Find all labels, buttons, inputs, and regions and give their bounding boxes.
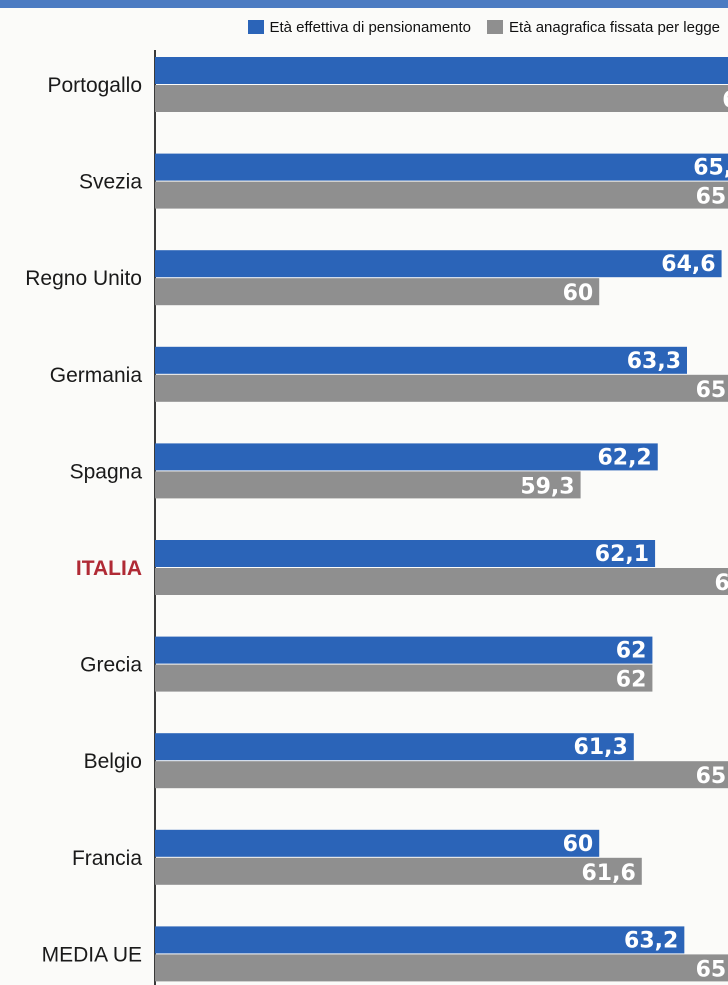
value-label-primary-spagna: 62,2 <box>597 445 651 470</box>
value-label-primary-francia: 60 <box>563 832 594 857</box>
bar-secondary-portogallo <box>155 85 728 112</box>
value-label-secondary-grecia: 62 <box>616 668 647 693</box>
bar-primary-media-ue <box>155 926 685 954</box>
value-label-secondary-germania: 65 <box>696 378 727 403</box>
top-band <box>0 0 728 8</box>
value-label-primary-grecia: 62 <box>616 639 647 664</box>
bar-primary-belgio <box>155 733 634 761</box>
legend-swatch-primary <box>247 20 264 34</box>
value-label-primary-media-ue: 63,2 <box>624 928 678 953</box>
category-label-germania: Germania <box>50 364 143 387</box>
value-label-primary-germania: 63,3 <box>627 349 681 374</box>
bar-secondary-belgio <box>155 761 728 789</box>
bar-primary-italia <box>155 540 656 567</box>
bar-primary-regno-unito <box>155 250 722 278</box>
value-label-secondary-spagna: 59,3 <box>520 474 574 499</box>
legend-label-secondary: Età anagrafica fissata per legge <box>509 18 720 36</box>
category-label-media-ue: MEDIA UE <box>42 943 142 966</box>
category-label-spagna: Spagna <box>70 460 143 483</box>
bar-primary-francia <box>155 829 600 857</box>
bar-secondary-grecia <box>155 664 653 692</box>
bar-primary-spagna <box>155 443 658 471</box>
bar-primary-grecia <box>155 636 653 664</box>
bar-secondary-spagna <box>155 471 581 499</box>
legend-item-secondary: Età anagrafica fissata per legge <box>487 19 720 36</box>
category-label-italia: ITALIA <box>76 557 142 580</box>
category-label-svezia: Svezia <box>79 171 142 194</box>
value-label-secondary-svezia: 65 <box>696 185 727 210</box>
bar-primary-germania <box>155 346 687 374</box>
value-label-secondary-francia: 61,6 <box>581 861 635 886</box>
value-label-secondary-media-ue: 65 <box>696 957 727 982</box>
bar-secondary-francia <box>155 857 642 885</box>
legend: Età effettiva di pensionamento Età anagr… <box>0 14 728 40</box>
value-label-primary-belgio: 61,3 <box>574 735 628 760</box>
category-label-francia: Francia <box>72 847 142 870</box>
category-label-belgio: Belgio <box>84 750 142 773</box>
value-label-primary-svezia: 65,8 <box>693 156 728 181</box>
value-label-primary-regno-unito: 64,6 <box>661 252 715 277</box>
bar-primary-svezia <box>155 153 728 181</box>
category-label-portogallo: Portogallo <box>47 74 142 97</box>
value-label-primary-italia: 62,1 <box>595 542 649 567</box>
legend-item-primary: Età effettiva di pensionamento <box>247 18 472 36</box>
bar-primary-portogallo <box>155 57 728 84</box>
value-label-secondary-regno-unito: 60 <box>563 281 594 306</box>
bar-secondary-italia <box>155 568 728 595</box>
legend-label-primary: Età effettiva di pensionamento <box>269 18 472 36</box>
bar-secondary-germania <box>155 374 728 402</box>
bar-secondary-regno-unito <box>155 278 600 306</box>
category-label-regno-unito: Regno Unito <box>25 267 142 290</box>
value-label-secondary-portogallo: 66 <box>722 88 728 113</box>
value-label-secondary-italia: 66,6 <box>714 571 728 596</box>
value-label-secondary-belgio: 65 <box>696 764 727 789</box>
legend-swatch-secondary <box>487 20 504 34</box>
bar-secondary-svezia <box>155 181 728 209</box>
category-label-grecia: Grecia <box>80 654 142 677</box>
bar-secondary-media-ue <box>155 954 728 982</box>
